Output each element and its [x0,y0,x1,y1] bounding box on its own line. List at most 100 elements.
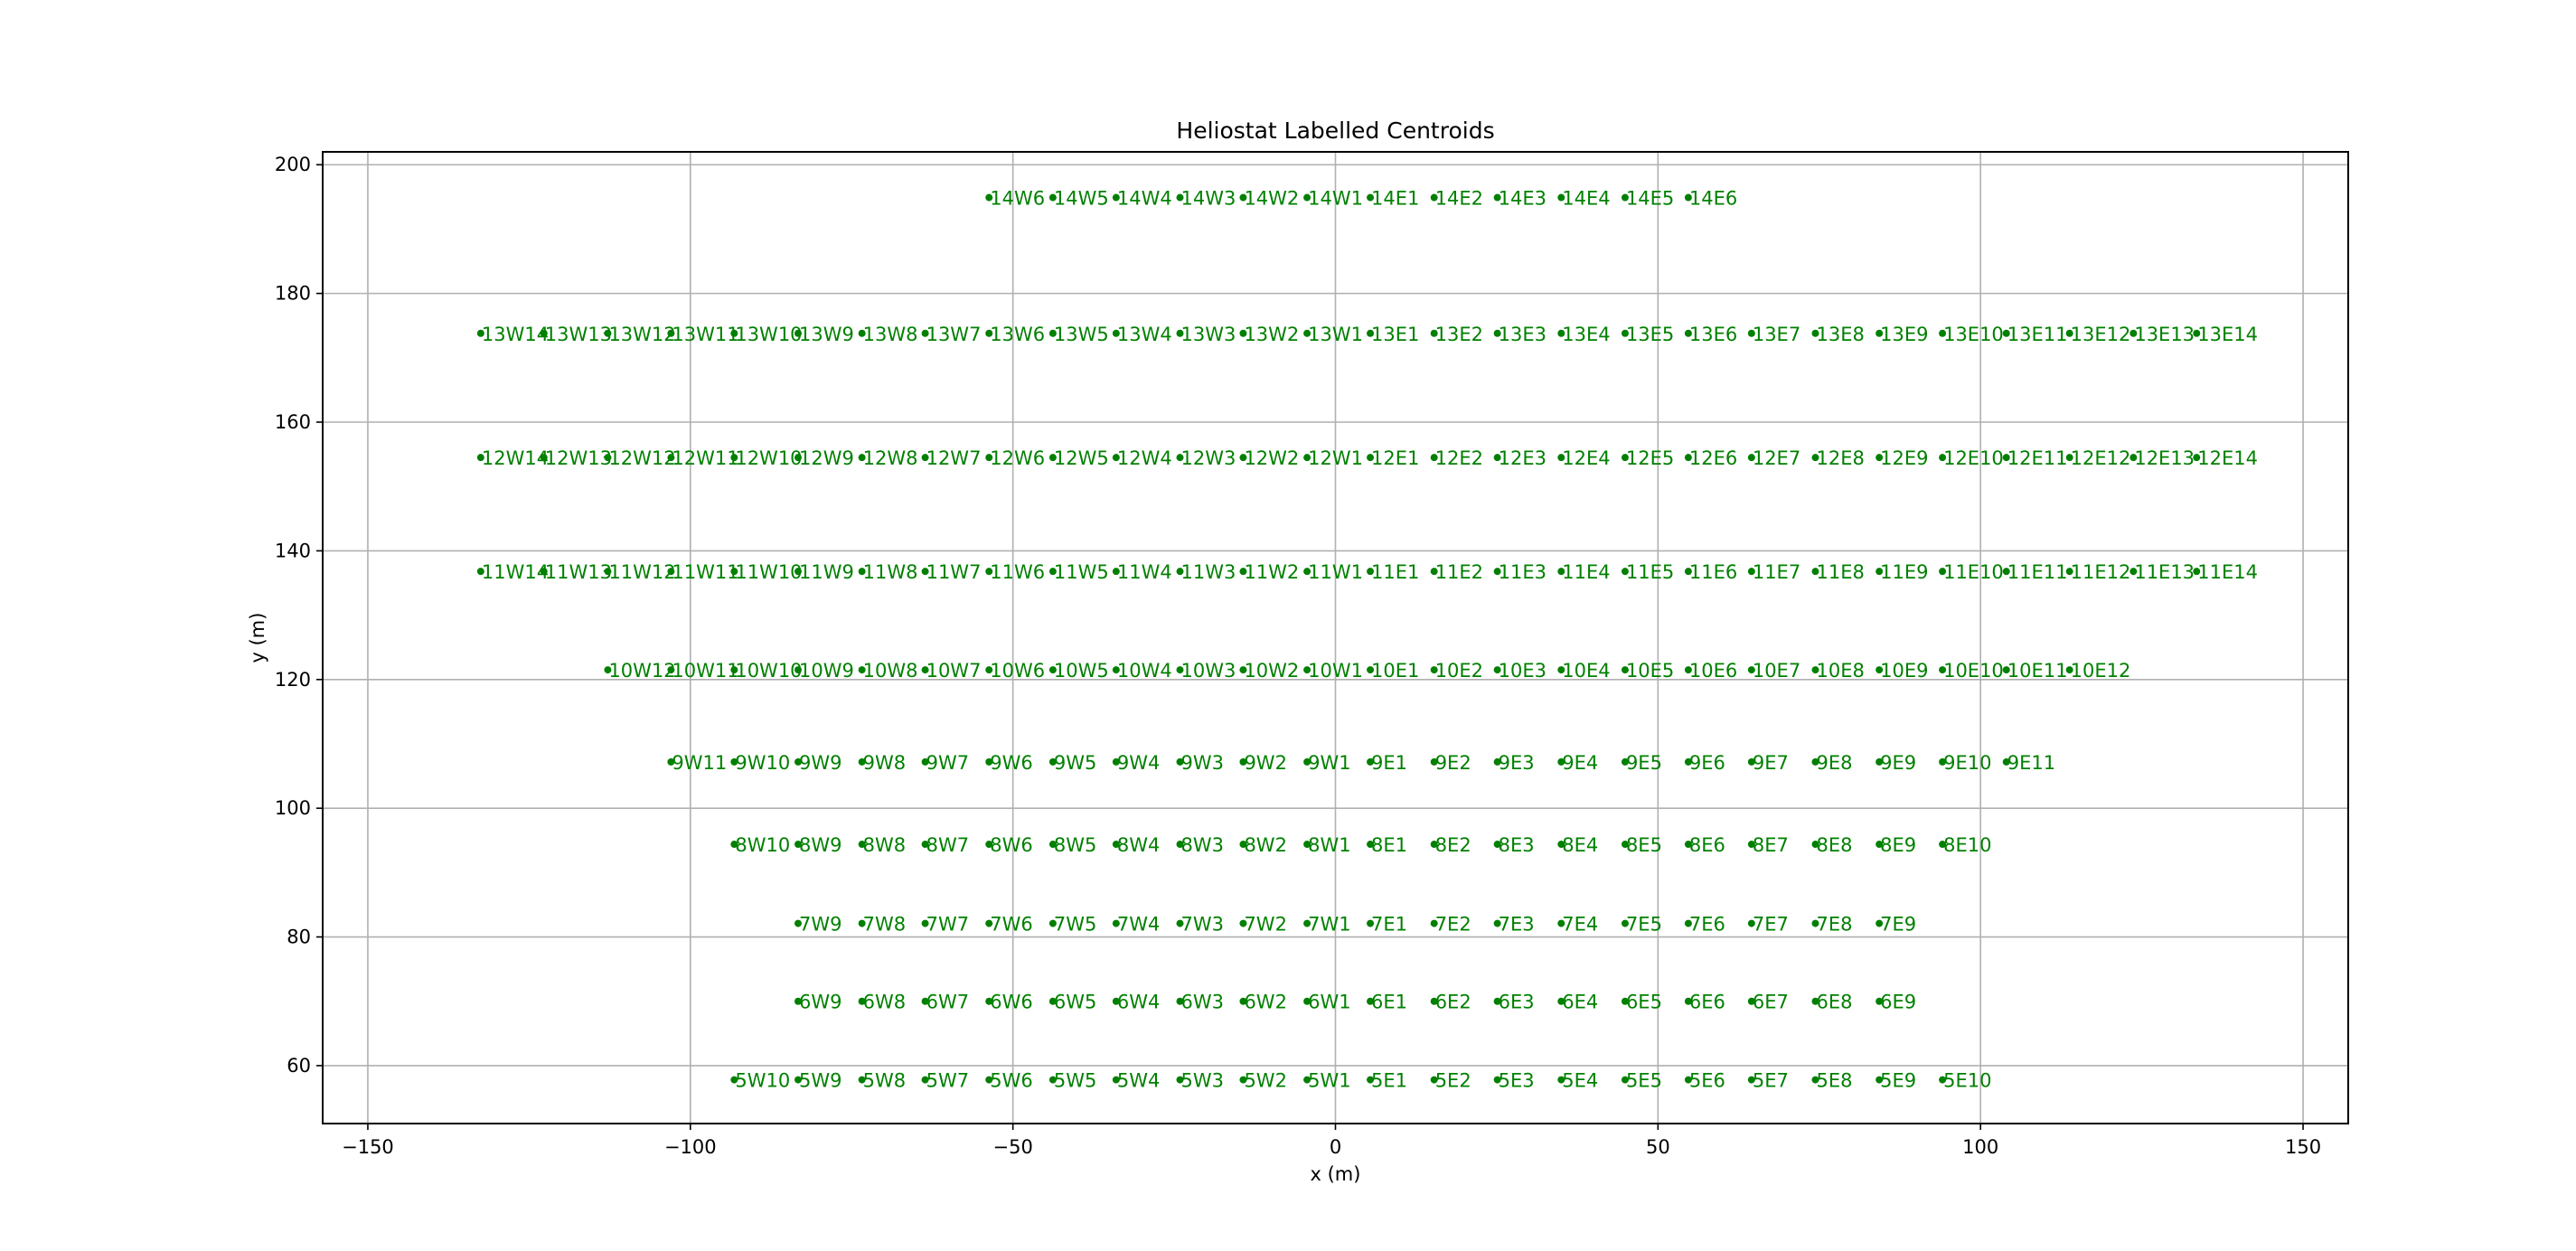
heliostat-point [858,454,866,462]
heliostat-point [1493,997,1501,1005]
heliostat-label: 11E7 [1753,561,1800,583]
heliostat-point [1176,666,1184,674]
heliostat-point [1176,329,1184,337]
heliostat-point [1112,919,1120,927]
heliostat-point [1747,329,1755,337]
heliostat-point [1684,997,1692,1005]
heliostat-point [1048,454,1057,462]
heliostat-point [858,1076,866,1084]
heliostat-label: 10W9 [799,660,854,682]
heliostat-label: 7W1 [1308,914,1351,936]
heliostat-point [794,997,802,1005]
heliostat-label: 11W8 [863,561,918,583]
x-tick-label: −150 [342,1136,394,1158]
heliostat-point [1176,454,1184,462]
heliostat-label: 10E1 [1371,660,1419,682]
heliostat-label: 8W6 [990,834,1033,856]
heliostat-label: 6W9 [799,992,842,1013]
heliostat-point [1112,1076,1120,1084]
heliostat-point [1684,841,1692,849]
heliostat-point [1303,919,1312,927]
heliostat-point [1112,568,1120,576]
heliostat-label: 6E7 [1753,992,1789,1013]
heliostat-point [1939,841,1947,849]
heliostat-label: 10E8 [1816,660,1864,682]
heliostat-point [1876,454,1884,462]
heliostat-label: 10E9 [1880,660,1928,682]
y-tick-label: 200 [275,154,311,175]
heliostat-label: 7W2 [1244,914,1287,936]
heliostat-point [921,568,929,576]
heliostat-point [1112,757,1120,766]
heliostat-label: 12E10 [1943,447,2004,469]
heliostat-label: 9E4 [1562,752,1598,774]
heliostat-label: 12W7 [926,447,982,469]
heliostat-point [1048,666,1057,674]
heliostat-point [1239,568,1247,576]
heliostat-point [1876,997,1884,1005]
heliostat-label: 10E11 [2007,660,2068,682]
heliostat-point [985,757,993,766]
heliostat-point [921,841,929,849]
heliostat-label: 7E5 [1626,914,1662,936]
heliostat-label: 5W4 [1117,1070,1161,1092]
heliostat-point [730,454,738,462]
heliostat-label: 8E4 [1562,834,1598,856]
heliostat-label: 11E1 [1371,561,1419,583]
heliostat-point [1876,757,1884,766]
heliostat-label: 11W7 [926,561,982,583]
heliostat-label: 6E5 [1626,992,1662,1013]
heliostat-point [2193,454,2201,462]
heliostat-label: 12W11 [672,447,738,469]
heliostat-label: 5E2 [1435,1070,1471,1092]
heliostat-label: 13E11 [2007,324,2068,345]
heliostat-point [1367,1076,1375,1084]
heliostat-point [1684,757,1692,766]
heliostat-point [1557,568,1565,576]
heliostat-label: 5E7 [1753,1070,1789,1092]
heliostat-label: 14W5 [1054,188,1109,210]
heliostat-label: 11W2 [1244,561,1299,583]
heliostat-label: 14E3 [1499,188,1547,210]
heliostat-label: 12E8 [1816,447,1864,469]
heliostat-label: 8E6 [1689,834,1725,856]
heliostat-point [985,1076,993,1084]
heliostat-point [476,454,484,462]
heliostat-label: 12E4 [1562,447,1610,469]
heliostat-point [1939,568,1947,576]
heliostat-point [2002,568,2010,576]
heliostat-point [1303,454,1312,462]
heliostat-point [1493,1076,1501,1084]
heliostat-point [921,329,929,337]
heliostat-label: 13E3 [1499,324,1547,345]
heliostat-label: 8E5 [1626,834,1662,856]
grid [323,152,2348,1124]
heliostat-point [1367,193,1375,202]
heliostat-point [2065,568,2073,576]
heliostat-label: 13E8 [1816,324,1864,345]
heliostat-point [1176,193,1184,202]
heliostat-point [1367,757,1375,766]
heliostat-point [1876,329,1884,337]
heliostat-point [794,1076,802,1084]
heliostat-label: 10W4 [1117,660,1172,682]
heliostat-point [1876,841,1884,849]
heliostat-label: 12E3 [1499,447,1547,469]
heliostat-point [985,454,993,462]
heliostat-point [2065,454,2073,462]
heliostat-label: 13W6 [990,324,1045,345]
heliostat-point [1367,454,1375,462]
heliostat-point [985,997,993,1005]
heliostat-label: 7W7 [926,914,970,936]
y-tick-label: 80 [287,926,311,948]
heliostat-label: 11W11 [672,561,738,583]
heliostat-label: 8E3 [1499,834,1535,856]
heliostat-point [1176,919,1184,927]
heliostat-label: 6W1 [1308,992,1351,1013]
heliostat-point [1303,193,1312,202]
heliostat-point [985,666,993,674]
heliostat-label: 14E4 [1562,188,1610,210]
heliostat-label: 7E8 [1816,914,1852,936]
heliostat-label: 9E11 [2007,752,2055,774]
